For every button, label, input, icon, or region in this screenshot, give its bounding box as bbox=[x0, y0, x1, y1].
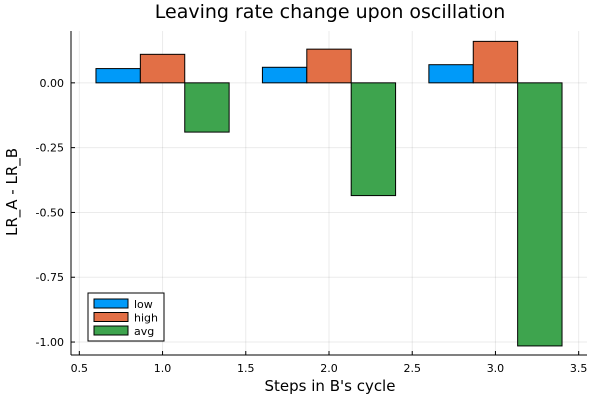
legend-label-high: high bbox=[134, 312, 158, 325]
bar-avg-2 bbox=[350, 82, 397, 197]
x-axis-ticks: 0.5 1.0 1.5 2.0 2.5 3.0 3.5 bbox=[71, 351, 588, 375]
y-axis-label: LR_A - LR_B bbox=[3, 148, 22, 236]
bars bbox=[95, 40, 563, 347]
bar-low-1 bbox=[95, 68, 141, 84]
legend-swatch-avg bbox=[93, 325, 129, 336]
y-tick-label: -0.50 bbox=[36, 206, 64, 219]
y-tick-label: 0.00 bbox=[40, 77, 65, 90]
legend-label-low: low bbox=[134, 298, 153, 311]
x-tick-label: 3.5 bbox=[570, 362, 588, 375]
bar-high-3 bbox=[472, 40, 519, 84]
bar-high-1 bbox=[139, 53, 186, 84]
bar-avg-1 bbox=[184, 82, 230, 133]
x-tick-label: 2.0 bbox=[320, 362, 338, 375]
x-tick-label: 2.5 bbox=[403, 362, 421, 375]
chart-title: Leaving rate change upon oscillation bbox=[155, 1, 506, 23]
grid bbox=[71, 31, 587, 355]
bar-low-3 bbox=[428, 64, 474, 84]
legend-label-avg: avg bbox=[134, 325, 154, 338]
y-axis-ticks: 0.00 -0.25 -0.50 -0.75 -1.00 bbox=[36, 77, 75, 349]
x-tick-label: 1.0 bbox=[154, 362, 172, 375]
y-tick-label: -1.00 bbox=[36, 336, 64, 349]
x-tick-label: 3.0 bbox=[487, 362, 505, 375]
x-tick-label: 1.5 bbox=[237, 362, 255, 375]
x-tick-label: 0.5 bbox=[71, 362, 89, 375]
legend-swatch-low bbox=[93, 298, 129, 309]
bar-high-2 bbox=[306, 48, 352, 84]
bar-avg-3 bbox=[517, 82, 563, 347]
y-tick-label: -0.75 bbox=[36, 271, 64, 284]
x-axis-label: Steps in B's cycle bbox=[265, 377, 396, 395]
y-tick-label: -0.25 bbox=[36, 142, 64, 155]
legend-swatch-high bbox=[93, 312, 129, 322]
bar-low-2 bbox=[261, 66, 308, 84]
